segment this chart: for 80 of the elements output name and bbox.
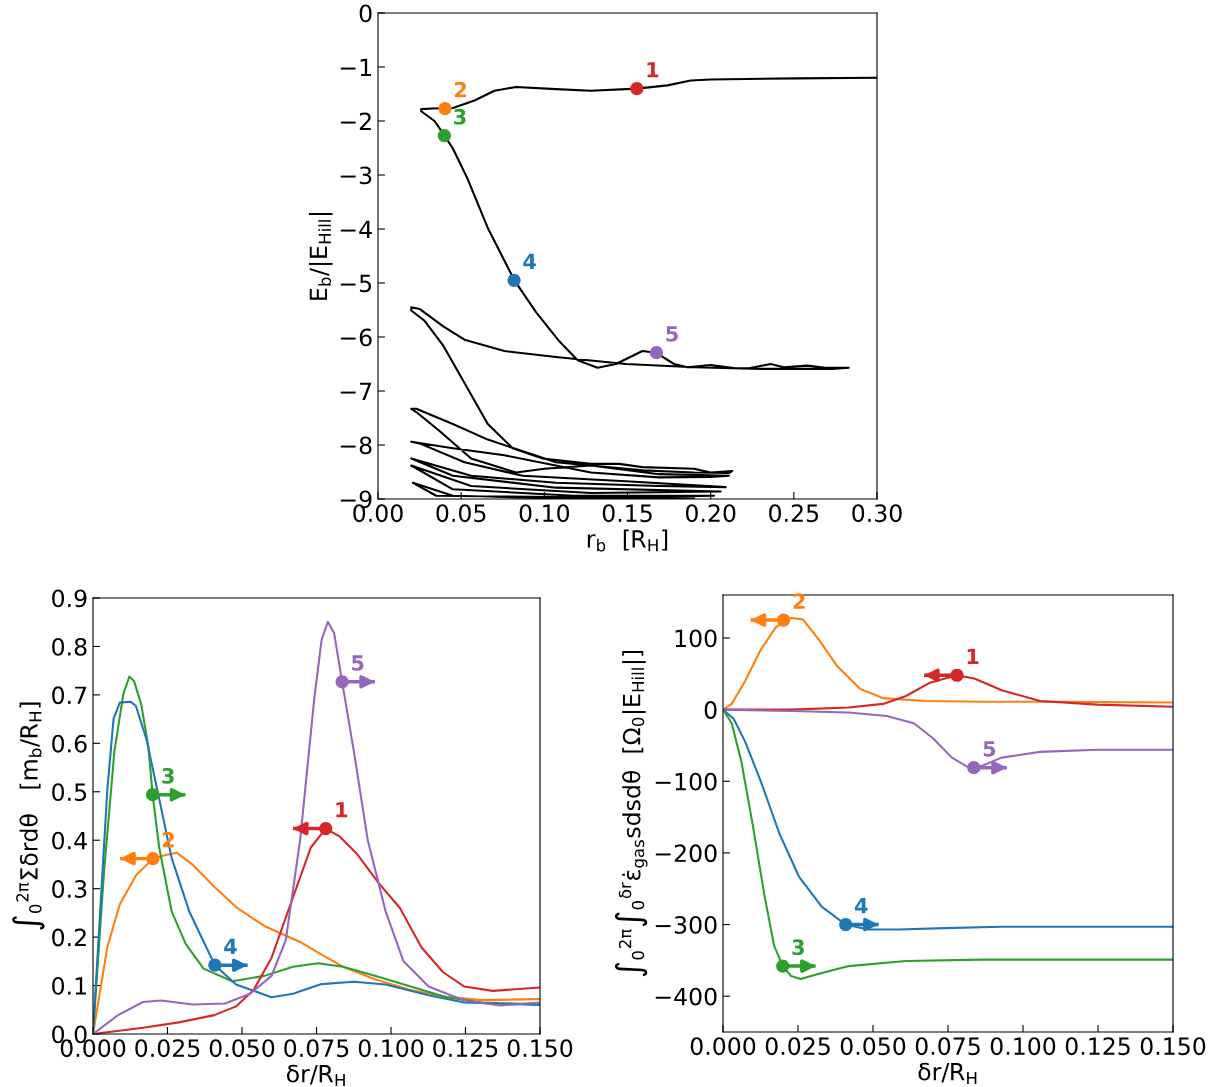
y-tick-label: 100 — [675, 629, 717, 648]
y-axis-title: ∫$_{0}$$^{2π}$Σδrdθ [m$_{b}$/R$_{H}$] — [12, 702, 45, 930]
point — [839, 917, 853, 932]
series-label: 4 — [523, 253, 536, 270]
point — [507, 273, 521, 287]
series-label: 3 — [454, 108, 466, 125]
y-tick-label: 0.7 — [52, 686, 87, 705]
series-label: 2 — [793, 593, 805, 609]
y-tick-label: 0.2 — [52, 928, 86, 947]
series-label: 5 — [983, 741, 996, 757]
y-tick-label: 0.6 — [52, 734, 87, 753]
x-tick-label: 0.000 — [690, 1037, 756, 1056]
point — [146, 788, 160, 802]
series-label: 4 — [854, 898, 868, 914]
y-axis-title: E$_{b}$/|E$_{Hill}$| — [308, 213, 333, 300]
x-tick-label: 0.100 — [990, 1037, 1056, 1056]
y-tick-label: 0 — [359, 4, 372, 23]
y-tick-label: 0.3 — [52, 880, 87, 898]
y-tick-label: 0.9 — [52, 589, 87, 608]
point — [335, 675, 349, 689]
x-tick-label: 0.025 — [765, 1037, 830, 1056]
x-tick-label: 0.05 — [436, 504, 486, 523]
point — [319, 822, 333, 836]
y-tick-label: 0 — [704, 701, 717, 719]
x-tick-label: 0.150 — [1140, 1037, 1206, 1056]
line-series — [723, 708, 1173, 931]
point — [950, 668, 964, 682]
x-tick-label: 0.100 — [358, 1039, 424, 1058]
x-tick-label: 0.25 — [769, 504, 819, 523]
y-tick-label: −4 — [340, 220, 372, 238]
series-label: 4 — [224, 938, 237, 954]
series-label: 1 — [336, 802, 348, 818]
y-tick-label: 0.4 — [52, 831, 87, 850]
point — [208, 958, 222, 972]
x-tick-label: 0.050 — [840, 1037, 906, 1056]
y-tick-label: −6 — [340, 328, 372, 347]
x-axis-title: δr/R$_{H}$ — [918, 1062, 977, 1085]
y-tick-label: −100 — [655, 772, 717, 791]
x-tick-label: 0.10 — [519, 504, 570, 523]
point — [146, 852, 160, 866]
x-axis-title: r$_{b}$ [R$_{H}$] — [587, 529, 668, 552]
y-tick-label: 0.5 — [52, 783, 87, 802]
x-tick-label: 0.150 — [507, 1039, 573, 1058]
point — [630, 82, 644, 96]
y-tick-label: −5 — [340, 274, 372, 293]
y-tick-label: −300 — [655, 915, 717, 934]
point — [776, 959, 790, 973]
x-tick-label: 0.075 — [915, 1037, 980, 1056]
series-label: 1 — [647, 62, 659, 78]
y-tick-label: −2 — [340, 112, 371, 130]
point — [438, 101, 452, 116]
y-tick-label: 0.1 — [52, 977, 86, 995]
point — [437, 128, 451, 143]
series-label: 1 — [967, 648, 979, 664]
series-label: 5 — [666, 326, 678, 342]
point — [967, 761, 981, 775]
x-tick-label: 0.15 — [602, 504, 652, 523]
x-tick-label: 0.025 — [135, 1039, 200, 1058]
text: ∫$_{0}$$^{2π}$∫$_{0}$$^{δr}$ε̇$_{gas}$sdsdθ [Ω$_{0}$|E$_{Hill}$|] — [614, 650, 648, 977]
series-label: 3 — [162, 767, 174, 784]
line-series — [723, 708, 1173, 981]
y-tick-label: −1 — [340, 58, 371, 76]
series-label: 5 — [352, 655, 364, 671]
x-tick-label: 0.075 — [284, 1039, 349, 1058]
point — [777, 613, 791, 627]
y-tick-label: 0.8 — [52, 637, 87, 656]
y-tick-label: −7 — [340, 382, 372, 400]
x-tick-label: 0.20 — [685, 504, 736, 523]
x-tick-label: 0.050 — [209, 1039, 275, 1058]
x-tick-label: 0.125 — [1065, 1037, 1130, 1056]
x-tick-label: 0.125 — [433, 1039, 498, 1058]
point — [649, 346, 664, 360]
y-tick-label: −3 — [340, 166, 372, 185]
y-tick-label: −400 — [655, 987, 717, 1006]
series-label: 2 — [455, 81, 467, 98]
y-tick-label: −8 — [340, 436, 372, 455]
y-tick-label: −200 — [655, 844, 717, 863]
series-label: 3 — [792, 939, 804, 956]
x-tick-label: 0.30 — [852, 504, 902, 523]
x-axis-title: δr/R$_{H}$ — [286, 1064, 345, 1087]
